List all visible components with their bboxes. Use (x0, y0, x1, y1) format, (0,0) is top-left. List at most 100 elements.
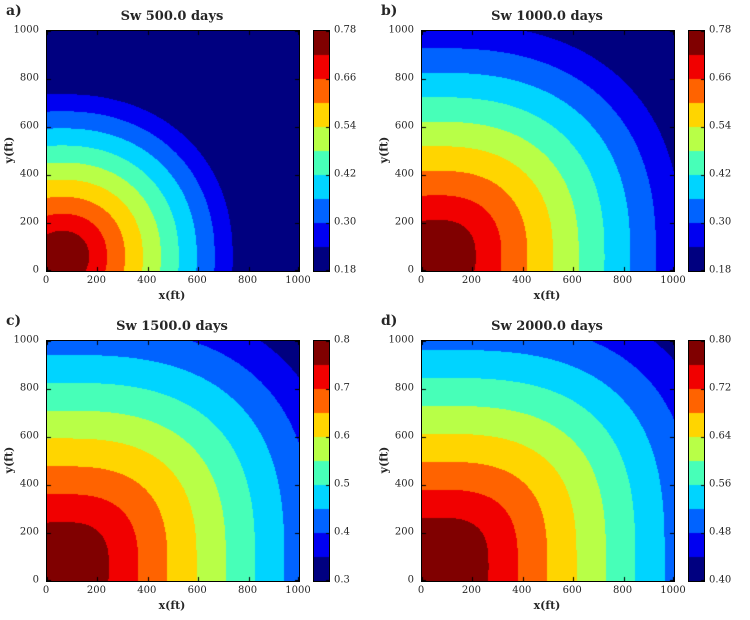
tick-label: 200 (86, 585, 106, 596)
tick-label: 1000 (388, 334, 414, 346)
tick-label: 600 (187, 275, 207, 286)
panel-letter: c) (6, 313, 22, 329)
y-tick-labels: 0 200 400 600 800 1000 (389, 25, 417, 276)
colorbar-tick-label: 0.54 (709, 120, 732, 132)
tick-label: 400 (394, 478, 414, 490)
tick-label: 1000 (13, 334, 39, 346)
tick-label: 800 (613, 275, 633, 286)
tick-label: 1000 (660, 275, 686, 286)
colorbar (313, 340, 330, 582)
tick-label: 400 (19, 478, 39, 490)
colorbar-tick-labels: 0.80 0.72 0.64 0.56 0.48 0.40 (709, 335, 749, 586)
plot-title: Sw 1500.0 days (116, 319, 228, 334)
tick-label: 400 (512, 275, 532, 286)
tick-label: 600 (394, 120, 414, 132)
colorbar-tick-label: 0.3 (334, 574, 350, 586)
colorbar-tick-label: 0.42 (709, 168, 732, 180)
tick-label: 0 (42, 275, 50, 286)
tick-label: 0 (42, 585, 50, 596)
y-tick-labels: 0 200 400 600 800 1000 (14, 25, 42, 276)
colorbar-tick-label: 0.78 (709, 24, 732, 36)
tick-label: 0 (417, 585, 425, 596)
tick-label: 200 (461, 275, 481, 286)
panel-letter: d) (381, 313, 398, 329)
colorbar-tick-label: 0.64 (709, 430, 732, 442)
tick-label: 0 (32, 264, 39, 276)
panel-d: d) Sw 2000.0 days y(ft) 0 200 400 600 800 100… (375, 310, 750, 620)
colorbar-tick-label: 0.78 (334, 24, 357, 36)
tick-label: 800 (394, 72, 414, 84)
colorbar-tick-label: 0.54 (334, 120, 357, 132)
x-tick-labels: 0 200 400 600 800 1000 (42, 585, 311, 597)
colorbar-tick-label: 0.4 (334, 526, 350, 538)
colorbar-tick-label: 0.80 (709, 334, 732, 346)
x-axis-label: x(ft) (158, 289, 186, 302)
colorbar-tick-labels: 0.78 0.66 0.54 0.42 0.30 0.18 (334, 25, 374, 276)
y-tick-labels: 0 200 400 600 800 1000 (14, 335, 42, 586)
colorbar-tick-label: 0.42 (334, 168, 357, 180)
colorbar-tick-label: 0.72 (709, 382, 732, 394)
colorbar-tick-label: 0.30 (709, 216, 732, 228)
x-axis-label: x(ft) (533, 289, 561, 302)
colorbar-tick-label: 0.66 (334, 72, 357, 84)
tick-label: 400 (137, 585, 157, 596)
contour-plot (421, 340, 675, 582)
tick-label: 0 (407, 264, 414, 276)
panel-letter: b) (381, 3, 398, 19)
x-tick-labels: 0 200 400 600 800 1000 (417, 275, 686, 287)
panel-letter: a) (6, 3, 22, 19)
colorbar (313, 30, 330, 272)
tick-label: 600 (562, 585, 582, 596)
tick-label: 0 (407, 574, 414, 586)
colorbar-tick-labels: 0.8 0.7 0.6 0.5 0.4 0.3 (334, 335, 374, 586)
contour-plot (46, 340, 300, 582)
colorbar-tick-label: 0.30 (334, 216, 357, 228)
tick-label: 400 (512, 585, 532, 596)
tick-label: 200 (86, 275, 106, 286)
tick-label: 400 (137, 275, 157, 286)
tick-label: 400 (394, 168, 414, 180)
colorbar-tick-label: 0.8 (334, 334, 350, 346)
colorbar-tick-labels: 0.78 0.66 0.54 0.42 0.30 0.18 (709, 25, 749, 276)
tick-label: 600 (187, 585, 207, 596)
plot-title: Sw 1000.0 days (491, 9, 603, 24)
plot-title: Sw 2000.0 days (491, 319, 603, 334)
tick-label: 600 (19, 430, 39, 442)
contour-plot (421, 30, 675, 272)
tick-label: 1000 (660, 585, 686, 596)
colorbar (688, 340, 705, 582)
colorbar-tick-label: 0.6 (334, 430, 350, 442)
colorbar-tick-label: 0.40 (709, 574, 732, 586)
tick-label: 1000 (388, 24, 414, 36)
x-axis-label: x(ft) (533, 599, 561, 612)
tick-label: 800 (238, 585, 258, 596)
colorbar-tick-label: 0.48 (709, 526, 732, 538)
colorbar-tick-label: 0.18 (709, 264, 732, 276)
x-axis-label: x(ft) (158, 599, 186, 612)
tick-label: 800 (19, 382, 39, 394)
tick-label: 1000 (13, 24, 39, 36)
tick-label: 200 (461, 585, 481, 596)
colorbar-tick-label: 0.66 (709, 72, 732, 84)
tick-label: 600 (394, 430, 414, 442)
colorbar (688, 30, 705, 272)
tick-label: 200 (19, 526, 39, 538)
tick-label: 200 (394, 526, 414, 538)
colorbar-tick-label: 0.5 (334, 478, 350, 490)
colorbar-tick-label: 0.56 (709, 478, 732, 490)
tick-label: 600 (19, 120, 39, 132)
x-tick-labels: 0 200 400 600 800 1000 (42, 275, 311, 287)
colorbar-tick-label: 0.7 (334, 382, 350, 394)
tick-label: 800 (238, 275, 258, 286)
panel-a: a) Sw 500.0 days y(ft) 0 200 400 600 800 1000… (0, 0, 375, 310)
tick-label: 800 (613, 585, 633, 596)
panel-b: b) Sw 1000.0 days y(ft) 0 200 400 600 800 100… (375, 0, 750, 310)
tick-label: 0 (417, 275, 425, 286)
contour-plot (46, 30, 300, 272)
tick-label: 600 (562, 275, 582, 286)
tick-label: 200 (19, 216, 39, 228)
x-tick-labels: 0 200 400 600 800 1000 (417, 585, 686, 597)
tick-label: 800 (394, 382, 414, 394)
tick-label: 200 (394, 216, 414, 228)
